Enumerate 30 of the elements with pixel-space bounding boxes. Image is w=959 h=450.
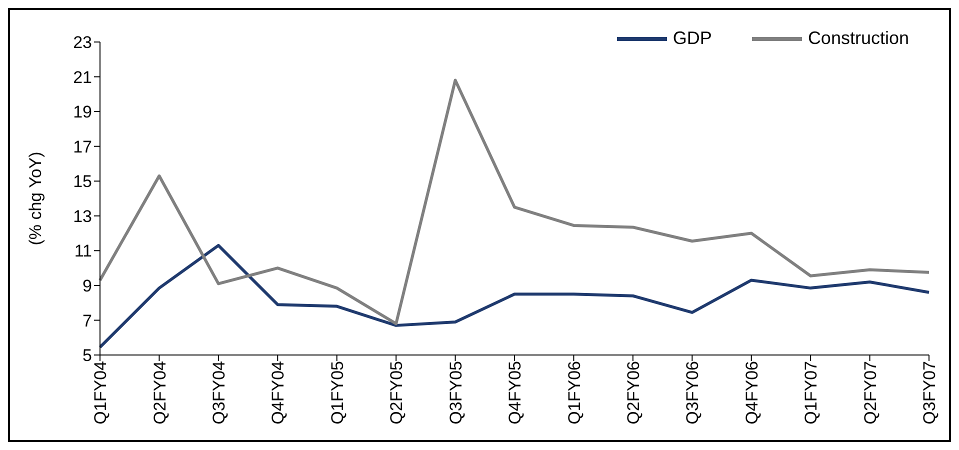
y-axis-title: (% chg YoY) (26, 152, 46, 246)
x-tick-label: Q1FY05 (328, 361, 347, 424)
x-tick-label: Q3FY04 (210, 361, 228, 424)
y-tick-label: 7 (82, 311, 92, 330)
x-tick-label: Q4FY04 (268, 361, 288, 424)
x-tick-label: Q4FY06 (742, 361, 762, 424)
y-tick-label: 19 (73, 102, 92, 122)
y-tick-label: 5 (82, 346, 92, 366)
x-tick-label: Q4FY05 (506, 361, 525, 424)
line-series (98, 244, 930, 349)
x-tick-label: Q1FY04 (91, 361, 110, 424)
y-tick-label: 21 (73, 68, 92, 87)
x-tick-label: Q2FY06 (624, 361, 643, 424)
y-tick-label: 23 (73, 33, 92, 52)
x-tick-label: Q1FY06 (564, 361, 584, 424)
y-tick-label: 15 (73, 172, 92, 192)
x-tick-label: Q3FY07 (920, 361, 940, 424)
y-tick-label: 9 (82, 276, 92, 296)
legend-label: Construction (808, 28, 909, 49)
x-tick-label: Q1FY07 (802, 361, 821, 424)
x-tick-label: Q3FY05 (446, 361, 466, 424)
x-tick-label: Q2FY05 (387, 361, 406, 424)
x-tick-label: Q3FY06 (683, 361, 702, 424)
y-tick-label: 11 (74, 242, 92, 261)
legend-label: GDP (672, 28, 712, 49)
x-tick-label: Q2FY07 (860, 361, 880, 424)
line-series (98, 78, 930, 326)
x-tick-label: Q2FY04 (150, 361, 170, 424)
y-tick-label: 17 (73, 137, 92, 156)
y-tick-label: 13 (73, 206, 92, 226)
